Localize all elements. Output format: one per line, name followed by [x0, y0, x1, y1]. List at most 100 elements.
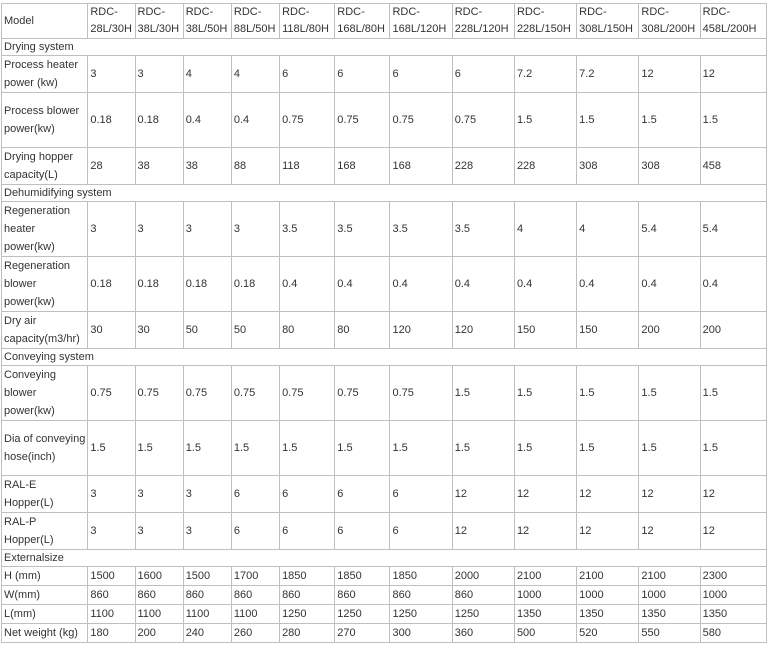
- value-cell: 30: [134, 311, 184, 349]
- value-cell: 0.18: [87, 92, 136, 148]
- row-label: Regeneration blower power(kw): [0, 256, 89, 312]
- model-header-cell: RDC-38L/50H: [182, 3, 232, 39]
- value-cell: 0.4: [638, 256, 701, 312]
- value-cell: 3: [182, 201, 232, 257]
- model-header-cell: RDC-228L/120H: [451, 3, 515, 39]
- value-cell: 28: [87, 147, 136, 185]
- row-label: Process blower power(kw): [0, 92, 89, 148]
- value-cell: 500: [513, 623, 578, 643]
- value-cell: 12: [451, 475, 515, 513]
- value-cell: 860: [134, 585, 184, 605]
- value-cell: 120: [451, 311, 515, 349]
- value-cell: 0.4: [279, 256, 336, 312]
- value-cell: 1500: [87, 566, 136, 586]
- value-cell: 1.5: [638, 92, 701, 148]
- value-cell: 50: [230, 311, 281, 349]
- value-cell: 1850: [389, 566, 453, 586]
- value-cell: 860: [87, 585, 136, 605]
- value-cell: 1000: [513, 585, 578, 605]
- value-cell: 458: [699, 147, 768, 185]
- table-row: Process heater power (kw) 3 3 4 4 6 6 6 6 7.2 7.2 1…: [0, 55, 768, 93]
- value-cell: 360: [451, 623, 515, 643]
- value-cell: 260: [230, 623, 281, 643]
- row-label: RAL-P Hopper(L): [0, 512, 89, 550]
- section-row: Conveying system: [1, 348, 767, 366]
- table-row: Regeneration heater power(kw) 3 3 3 3 3.5 3.5 3…: [0, 201, 768, 257]
- value-cell: 300: [389, 623, 453, 643]
- value-cell: 3: [87, 201, 136, 257]
- value-cell: 3: [182, 475, 232, 513]
- value-cell: 3: [134, 201, 184, 257]
- value-cell: 3: [134, 512, 184, 550]
- value-cell: 1.5: [699, 92, 768, 148]
- value-cell: 1250: [334, 604, 391, 624]
- value-cell: 1000: [638, 585, 701, 605]
- row-label: Conveying blower power(kw): [0, 365, 89, 421]
- value-cell: 88: [230, 147, 281, 185]
- value-cell: 0.18: [134, 256, 184, 312]
- value-cell: 6: [279, 55, 336, 93]
- value-cell: 6: [334, 55, 391, 93]
- value-cell: 3.5: [451, 201, 515, 257]
- value-cell: 1.5: [638, 420, 701, 476]
- row-label: Dia of conveying hose(inch): [0, 420, 89, 476]
- value-cell: 860: [230, 585, 281, 605]
- value-cell: 1.5: [699, 420, 768, 476]
- value-cell: 12: [513, 512, 578, 550]
- section-title: Drying system: [1, 38, 767, 56]
- header-row: Model RDC-28L/30H RDC-38L/30H RDC-38L/50H RD…: [0, 3, 768, 39]
- value-cell: 6: [389, 55, 453, 93]
- section-title: Dehumidifying system: [1, 184, 767, 202]
- spec-table: Model RDC-28L/30H RDC-38L/30H RDC-38L/50H RD…: [0, 3, 768, 643]
- value-cell: 30: [87, 311, 136, 349]
- model-header-cell: RDC-168L/80H: [334, 3, 391, 39]
- value-cell: 80: [279, 311, 336, 349]
- value-cell: 0.75: [279, 365, 336, 421]
- value-cell: 1350: [576, 604, 640, 624]
- value-cell: 1.5: [279, 420, 336, 476]
- model-header-cell: RDC-458L/200H: [699, 3, 768, 39]
- value-cell: 1000: [576, 585, 640, 605]
- value-cell: 12: [451, 512, 515, 550]
- value-cell: 2300: [699, 566, 768, 586]
- value-cell: 2000: [451, 566, 515, 586]
- value-cell: 3: [87, 512, 136, 550]
- table-row: Conveying blower power(kw) 0.75 0.75 0.75 0.…: [0, 365, 768, 421]
- value-cell: 1.5: [451, 420, 515, 476]
- row-label: Drying hopper capacity(L): [0, 147, 89, 185]
- row-label: Regeneration heater power(kw): [0, 201, 89, 257]
- table-row: H (mm) 1500 1600 1500 1700 1850 1850 1850 2000 21…: [0, 566, 768, 586]
- value-cell: 1.5: [87, 420, 136, 476]
- value-cell: 0.75: [87, 365, 136, 421]
- table-row: Process blower power(kw) 0.18 0.18 0.4 0.4 0.…: [0, 92, 768, 148]
- value-cell: 1100: [230, 604, 281, 624]
- value-cell: 7.2: [513, 55, 578, 93]
- value-cell: 0.4: [699, 256, 768, 312]
- value-cell: 12: [699, 475, 768, 513]
- section-row: Dehumidifying system: [1, 184, 767, 202]
- value-cell: 860: [279, 585, 336, 605]
- value-cell: 1.5: [451, 365, 515, 421]
- value-cell: 1850: [334, 566, 391, 586]
- value-cell: 0.75: [334, 92, 391, 148]
- value-cell: 180: [87, 623, 136, 643]
- value-cell: 270: [334, 623, 391, 643]
- value-cell: 12: [638, 512, 701, 550]
- value-cell: 12: [699, 55, 768, 93]
- value-cell: 2100: [513, 566, 578, 586]
- value-cell: 12: [576, 475, 640, 513]
- value-cell: 0.18: [134, 92, 184, 148]
- value-cell: 1.5: [513, 92, 578, 148]
- value-cell: 6: [279, 475, 336, 513]
- value-cell: 3: [87, 55, 136, 93]
- table-row: Dry air capacity(m3/hr) 30 30 50 50 80 80 120 12…: [0, 311, 768, 349]
- value-cell: 5.4: [699, 201, 768, 257]
- table-row: Drying hopper capacity(L) 28 38 38 88 118 168 1…: [0, 147, 768, 185]
- model-header-cell: RDC-28L/30H: [87, 3, 136, 39]
- model-header-cell: RDC-308L/200H: [638, 3, 701, 39]
- value-cell: 12: [576, 512, 640, 550]
- value-cell: 0.75: [230, 365, 281, 421]
- value-cell: 2100: [576, 566, 640, 586]
- value-cell: 3: [134, 475, 184, 513]
- value-cell: 12: [638, 55, 701, 93]
